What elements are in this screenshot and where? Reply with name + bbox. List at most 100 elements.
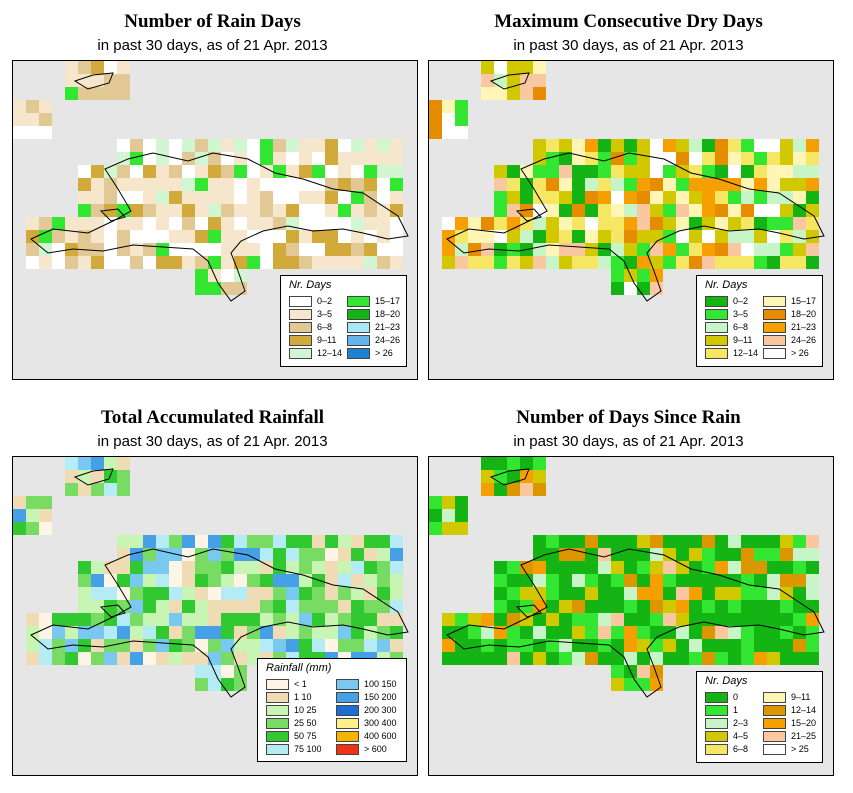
grid-cell: [208, 178, 221, 191]
grid-cell: [377, 191, 390, 204]
grid-cell: [351, 613, 364, 626]
grid-cell: [169, 165, 182, 178]
grid-cell: [546, 548, 559, 561]
grid-cell: [520, 626, 533, 639]
legend-label: 50 75: [294, 731, 317, 741]
grid-cell: [299, 152, 312, 165]
grid-cell: [195, 191, 208, 204]
grid-cell: [312, 548, 325, 561]
grid-cell: [780, 613, 793, 626]
grid-cell: [364, 613, 377, 626]
grid-cell: [156, 165, 169, 178]
grid-cell: [364, 165, 377, 178]
grid-cell: [533, 626, 546, 639]
grid-cell: [702, 561, 715, 574]
grid-cell: [663, 217, 676, 230]
grid-cell: [208, 191, 221, 204]
grid-cell: [546, 652, 559, 665]
grid-cell: [481, 626, 494, 639]
grid-cell: [312, 191, 325, 204]
grid-cell: [741, 587, 754, 600]
grid-cell: [533, 639, 546, 652]
grid-cell: [156, 626, 169, 639]
grid-cell: [637, 535, 650, 548]
grid-cell: [377, 256, 390, 269]
grid-cell: [442, 496, 455, 509]
legend-swatch: [347, 308, 370, 320]
legend-label: 0–2: [733, 296, 749, 306]
grid-cell: [364, 256, 377, 269]
grid-cell: [312, 243, 325, 256]
grid-cell: [364, 574, 377, 587]
since-rain-title: Number of Days Since Rain: [516, 407, 741, 428]
grid-cell: [585, 191, 598, 204]
grid-cell: [117, 535, 130, 548]
legend-swatch: [705, 730, 728, 742]
legend-label: 150 200: [364, 692, 397, 702]
grid-cell: [611, 652, 624, 665]
legend-swatch: [705, 704, 728, 716]
grid-cell: [520, 204, 533, 217]
grid-cell: [689, 139, 702, 152]
grid-cell: [806, 191, 819, 204]
grid-cell: [741, 152, 754, 165]
legend-swatch: [266, 717, 289, 729]
grid-cell: [650, 678, 663, 691]
legend-label: 24–26: [375, 335, 401, 345]
grid-cell: [143, 535, 156, 548]
grid-cell: [260, 152, 273, 165]
grid-cell: [546, 561, 559, 574]
grid-cell: [260, 139, 273, 152]
grid-cell: [377, 165, 390, 178]
legend-swatch: [763, 717, 786, 729]
grid-cell: [637, 243, 650, 256]
grid-cell: [533, 87, 546, 100]
lake-outline: [99, 604, 126, 618]
grid-cell: [104, 613, 117, 626]
grid-cell: [143, 217, 156, 230]
grid-cell: [754, 139, 767, 152]
grid-cell: [338, 600, 351, 613]
legend-swatch: [347, 347, 370, 359]
grid-cell: [117, 548, 130, 561]
grid-cell: [260, 243, 273, 256]
grid-cell: [793, 548, 806, 561]
grid-cell: [247, 626, 260, 639]
grid-cell: [663, 243, 676, 256]
grid-cell: [351, 243, 364, 256]
grid-cell: [286, 574, 299, 587]
grid-cell: [78, 574, 91, 587]
grid-cell: [195, 282, 208, 295]
grid-cell: [598, 613, 611, 626]
grid-cell: [91, 483, 104, 496]
grid-cell: [325, 587, 338, 600]
rain-days-map[interactable]: [12, 60, 418, 380]
grid-cell: [247, 256, 260, 269]
grid-cell: [104, 230, 117, 243]
grid-cell: [208, 574, 221, 587]
grid-cell: [234, 587, 247, 600]
grid-cell: [182, 613, 195, 626]
grid-cell: [533, 457, 546, 470]
grid-cell: [91, 574, 104, 587]
grid-cell: [806, 152, 819, 165]
grid-cell: [299, 600, 312, 613]
legend-swatch: [336, 743, 359, 755]
grid-cell: [78, 191, 91, 204]
grid-cell: [390, 230, 403, 243]
grid-cell: [741, 165, 754, 178]
grid-cell: [169, 139, 182, 152]
grid-cell: [689, 204, 702, 217]
rainfall-legend-entry: > 600: [336, 743, 387, 755]
legend-label: 21–23: [791, 322, 817, 332]
grid-cell: [624, 256, 637, 269]
grid-cell: [637, 561, 650, 574]
grid-cell: [91, 600, 104, 613]
grid-cell: [754, 639, 767, 652]
grid-cell: [507, 243, 520, 256]
grid-cell: [195, 535, 208, 548]
grid-cell: [182, 178, 195, 191]
legend-swatch: [705, 295, 728, 307]
grid-cell: [364, 204, 377, 217]
grid-cell: [286, 626, 299, 639]
